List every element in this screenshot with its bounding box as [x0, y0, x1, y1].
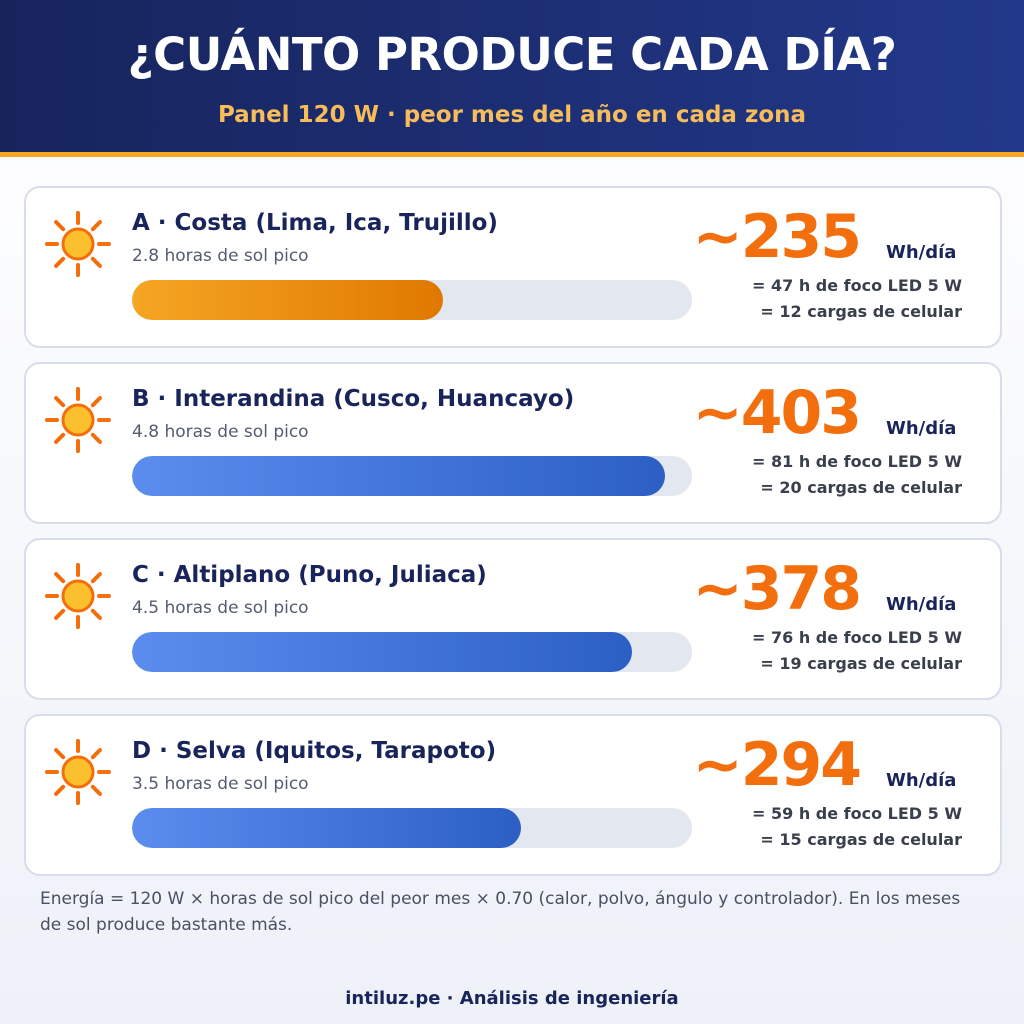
sun — [44, 562, 112, 634]
note: Energía = 120 W × horas de sol pico del … — [40, 889, 961, 935]
equivalence: = 19 cargas de celular — [760, 654, 962, 673]
bar-track — [132, 280, 692, 320]
bar — [132, 280, 443, 320]
zone-label: A · Costa (Lima, Ica, Trujillo) — [132, 210, 498, 236]
sun-icon — [45, 563, 111, 629]
bar — [132, 632, 633, 672]
sun — [44, 210, 112, 282]
value-label: ~403 — [692, 378, 862, 448]
header: ¿CUÁNTO PRODUCE CADA DÍA? Panel 120 W · … — [0, 0, 1024, 157]
equivalence: = 15 cargas de celular — [760, 830, 962, 849]
sun-icon — [45, 211, 111, 277]
card: B · Interandina (Cusco, Huancayo) 4.8 hor… — [24, 362, 1002, 524]
bar — [132, 456, 666, 496]
equivalence: = 20 cargas de celular — [760, 478, 962, 497]
zone-label: C · Altiplano (Puno, Juliaca) — [132, 562, 487, 588]
value-label: ~235 — [692, 202, 862, 272]
value-label: ~294 — [692, 730, 862, 800]
equivalence: = 59 h de foco LED 5 W — [752, 804, 962, 823]
sun — [44, 738, 112, 810]
sun-hours: 2.8 horas de sol pico — [132, 246, 309, 266]
bar-track — [132, 808, 692, 848]
value-label: ~378 — [692, 554, 862, 624]
title: ¿CUÁNTO PRODUCE CADA DÍA? — [127, 28, 897, 81]
subtitle: Panel 120 W · peor mes del año en cada z… — [217, 102, 807, 128]
equivalence: = 81 h de foco LED 5 W — [752, 452, 962, 471]
card: C · Altiplano (Puno, Juliaca) 4.5 horas d… — [24, 538, 1002, 700]
card: D · Selva (Iquitos, Tarapoto) 3.5 horas d… — [24, 714, 1002, 876]
unit: Wh/día — [886, 770, 957, 791]
sun-hours: 4.8 horas de sol pico — [132, 422, 309, 442]
equivalence: = 47 h de foco LED 5 W — [752, 276, 962, 295]
zone-label: D · Selva (Iquitos, Tarapoto) — [132, 738, 497, 764]
equivalence: = 76 h de foco LED 5 W — [752, 628, 962, 647]
bar-track — [132, 632, 692, 672]
equivalence: = 12 cargas de celular — [760, 302, 962, 321]
sun-icon — [45, 739, 111, 805]
unit: Wh/día — [886, 418, 957, 439]
sun-hours: 3.5 horas de sol pico — [132, 774, 309, 794]
sun-icon — [45, 387, 111, 453]
zone-label: B · Interandina (Cusco, Huancayo) — [132, 386, 575, 412]
card: A · Costa (Lima, Ica, Trujillo) 2.8 horas… — [24, 186, 1002, 348]
sun-hours: 4.5 horas de sol pico — [132, 598, 309, 618]
sun — [44, 386, 112, 458]
bar-track — [132, 456, 692, 496]
footer: intiluz.pe · Análisis de ingeniería — [345, 988, 679, 1009]
unit: Wh/día — [886, 242, 957, 263]
unit: Wh/día — [886, 594, 957, 615]
bar — [132, 808, 522, 848]
